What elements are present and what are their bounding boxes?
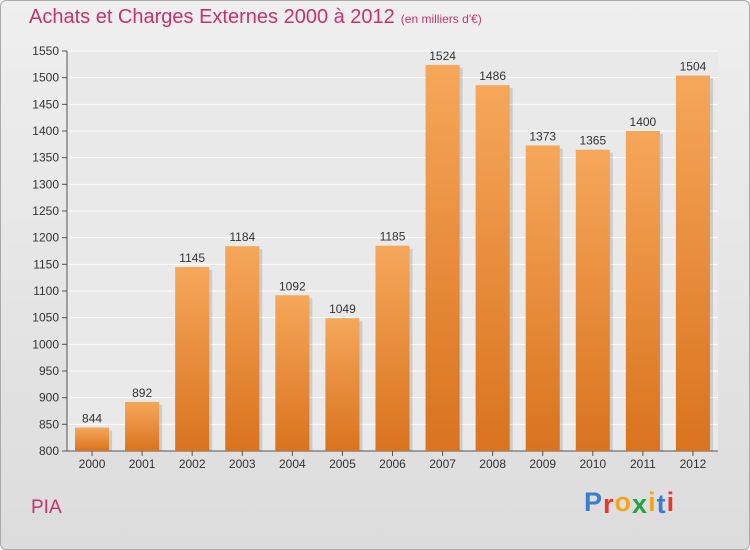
bar-2001 [125, 401, 160, 451]
x-tick-label: 2004 [279, 457, 306, 471]
bar-2003 [225, 246, 260, 451]
logo-letter: o [614, 487, 633, 517]
y-tick-label: 1200 [32, 231, 59, 245]
proxiti-logo[interactable]: Proxiti [584, 487, 676, 519]
chart-title-text: Achats et Charges Externes 2000 à 2012 [29, 6, 395, 28]
labels: 844 892 1145 1184 1092 1049 1185 1524 1486 1373 13… [82, 49, 707, 426]
bar-2000 [75, 427, 110, 451]
data-label: 1504 [680, 60, 707, 74]
chart-title: Achats et Charges Externes 2000 à 2012 (e… [29, 6, 482, 29]
y-tick-label: 1400 [32, 124, 59, 138]
logo-letter: r [603, 489, 615, 519]
data-label: 1373 [529, 129, 556, 143]
logo-letter: t [656, 489, 667, 519]
x-tick-label: 2003 [229, 457, 256, 471]
x-tick-label: 2010 [579, 457, 606, 471]
y-tick-label: 1300 [32, 177, 59, 191]
x-tick-label: 2009 [529, 457, 556, 471]
x-tick-label: 2006 [379, 457, 406, 471]
x-tick-label: 2007 [429, 457, 456, 471]
bar-2012 [675, 75, 710, 452]
axes: 800 850 900 950 1000 1050 1100 1150 1200 1250 1300… [32, 44, 718, 471]
bar-2007 [425, 64, 460, 451]
y-tick-label: 1450 [32, 97, 59, 111]
data-label: 1365 [579, 134, 606, 148]
y-tick-label: 1000 [32, 337, 59, 351]
bars [75, 64, 713, 452]
logo-letter: i [648, 487, 657, 517]
y-tick-label: 1550 [32, 44, 59, 58]
y-tick-label: 1500 [32, 71, 59, 85]
x-tick-label: 2002 [179, 457, 206, 471]
data-label: 1145 [179, 251, 205, 265]
chart-subtitle: (en milliers d'€) [400, 12, 482, 26]
data-label: 1092 [279, 279, 306, 293]
data-label: 892 [132, 386, 152, 400]
x-tick-label: 2000 [79, 457, 106, 471]
bar-2002 [175, 267, 210, 451]
x-tick-label: 2005 [329, 457, 356, 471]
data-label: 1049 [329, 302, 356, 316]
y-tick-label: 950 [39, 364, 59, 378]
x-tick-label: 2001 [129, 457, 156, 471]
commune-name: PIA [31, 497, 62, 518]
bar-2008 [475, 85, 510, 451]
data-label: 1185 [380, 230, 406, 244]
data-label: 1184 [229, 230, 255, 244]
y-tick-label: 1100 [33, 284, 59, 298]
logo-letter: P [584, 487, 604, 517]
y-tick-label: 1350 [32, 151, 59, 165]
bar-2009 [525, 145, 560, 451]
x-tick-label: 2008 [479, 457, 506, 471]
x-tick-label: 2011 [630, 457, 656, 471]
y-tick-label: 800 [39, 444, 59, 458]
x-tick-label: 2012 [680, 457, 707, 471]
data-label: 1486 [479, 69, 506, 83]
y-tick-label: 900 [39, 391, 59, 405]
bar-2004 [275, 295, 310, 451]
bar-2006 [375, 245, 410, 451]
y-tick-label: 1150 [33, 257, 59, 271]
data-label: 844 [82, 412, 102, 426]
logo-letter: i [666, 487, 676, 517]
logo-letter: x [632, 489, 649, 519]
y-tick-label: 850 [39, 417, 59, 431]
y-tick-label: 1050 [32, 311, 59, 325]
y-tick-label: 1250 [32, 204, 59, 218]
data-label: 1400 [630, 115, 657, 129]
data-label: 1524 [429, 49, 456, 63]
bar-2010 [575, 149, 610, 451]
bar-2005 [325, 318, 360, 451]
bar-2011 [625, 131, 660, 451]
